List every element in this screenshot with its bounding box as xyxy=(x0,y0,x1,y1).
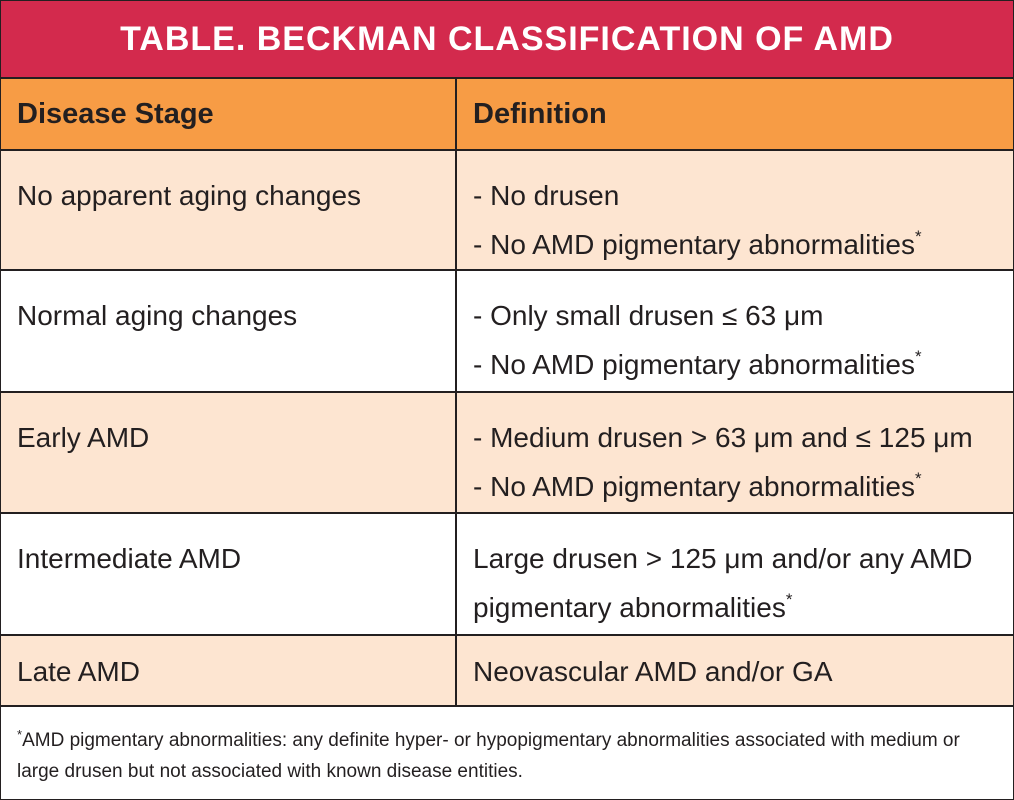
table-row: Late AMD Neovascular AMD and/or GA xyxy=(1,636,1013,707)
definition-line: - Medium drusen > 63 μm and ≤ 125 μm xyxy=(473,413,997,462)
definition-cell: - Only small drusen ≤ 63 μm - No AMD pigm… xyxy=(457,271,1013,391)
table-body: No apparent aging changes - No drusen - No… xyxy=(1,151,1013,707)
definition-text: - No drusen xyxy=(473,180,620,211)
definition-line: Large drusen > 125 μm and/or any AMD pig… xyxy=(473,534,997,632)
definition-text: - Only small drusen ≤ 63 μm xyxy=(473,300,824,331)
definition-line: - No drusen xyxy=(473,171,997,220)
definition-text: Neovascular AMD and/or GA xyxy=(473,656,833,687)
definition-line: - No AMD pigmentary abnormalities* xyxy=(473,462,997,511)
footnote-mark: * xyxy=(914,227,922,246)
table-title: TABLE. BECKMAN CLASSIFICATION OF AMD xyxy=(1,1,1013,79)
definition-cell: - Medium drusen > 63 μm and ≤ 125 μm - No… xyxy=(457,393,1013,512)
definition-text: Large drusen > 125 μm and/or any AMD pig… xyxy=(473,543,973,623)
definition-line: - Only small drusen ≤ 63 μm xyxy=(473,291,997,340)
footnote-mark: * xyxy=(17,727,23,742)
definition-line: - No AMD pigmentary abnormalities* xyxy=(473,220,997,269)
definition-line: - No AMD pigmentary abnormalities* xyxy=(473,340,997,389)
definition-text: - Medium drusen > 63 μm and ≤ 125 μm xyxy=(473,422,973,453)
definition-cell: Large drusen > 125 μm and/or any AMD pig… xyxy=(457,514,1013,634)
definition-text: - No AMD pigmentary abnormalities xyxy=(473,229,915,260)
definition-cell: - No drusen - No AMD pigmentary abnormali… xyxy=(457,151,1013,269)
table-row: Normal aging changes - Only small drusen … xyxy=(1,271,1013,393)
table-row: Intermediate AMD Large drusen > 125 μm an… xyxy=(1,514,1013,636)
stage-cell: Normal aging changes xyxy=(1,271,457,391)
footnote-mark: * xyxy=(914,347,922,366)
table-row: No apparent aging changes - No drusen - No… xyxy=(1,151,1013,271)
definition-line: Neovascular AMD and/or GA xyxy=(473,647,997,696)
stage-cell: No apparent aging changes xyxy=(1,151,457,269)
definition-cell: Neovascular AMD and/or GA xyxy=(457,636,1013,705)
footnote-mark: * xyxy=(914,469,922,488)
header-cell: Definition xyxy=(473,97,607,130)
header-row: Disease Stage Definition xyxy=(1,79,1013,151)
header-cell: Disease Stage xyxy=(1,79,457,149)
footnote-mark: * xyxy=(785,590,793,609)
footnote-text: AMD pigmentary abnormalities: any defini… xyxy=(17,730,960,782)
table-row: Early AMD - Medium drusen > 63 μm and ≤ 1… xyxy=(1,393,1013,514)
stage-cell: Early AMD xyxy=(1,393,457,512)
footnote: *AMD pigmentary abnormalities: any defin… xyxy=(1,707,1013,787)
definition-text: - No AMD pigmentary abnormalities xyxy=(473,471,915,502)
definition-text: - No AMD pigmentary abnormalities xyxy=(473,349,915,380)
stage-cell: Late AMD xyxy=(1,636,457,705)
stage-cell: Intermediate AMD xyxy=(1,514,457,634)
